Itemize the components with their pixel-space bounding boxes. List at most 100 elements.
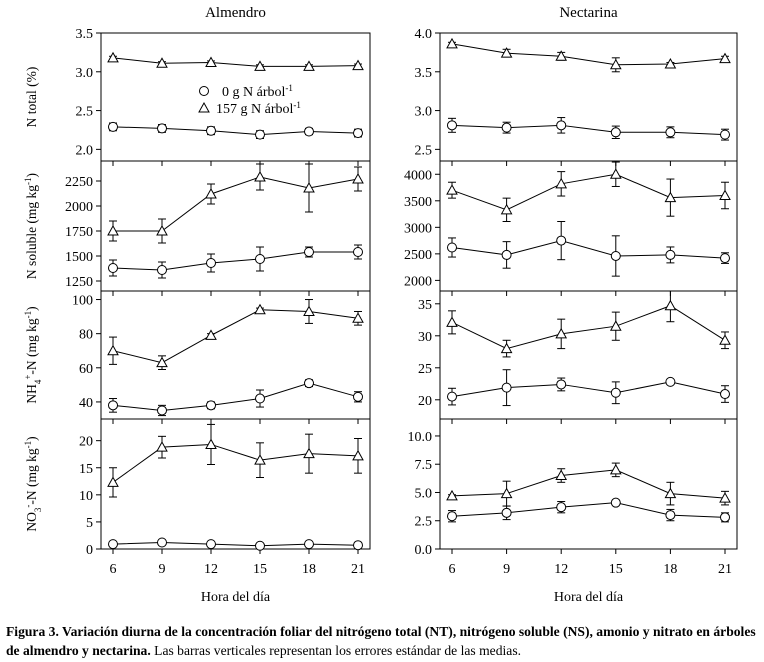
panel-frame [439,160,738,292]
data-point-triangle [664,191,677,203]
series-circle [108,121,363,140]
y-tick-label: 2500 [404,248,432,263]
data-point-triangle [609,463,622,475]
series-triangle [107,163,364,244]
legend-label: 157 g N árbol-1 [216,100,301,117]
y-tick-label: 100 [72,294,93,309]
y-tick-label: 3500 [404,195,432,210]
y-axis-title-part: ) [24,306,39,311]
series-line [112,251,358,271]
x-tick-label: 9 [503,562,510,577]
data-point-circle [353,391,363,402]
data-point-circle [255,254,265,264]
y-tick-label: 25 [418,362,432,377]
data-point-circle [610,127,621,138]
data-point-circle [255,393,265,404]
data-point-circle [556,120,567,131]
data-point-circle [157,405,167,416]
y-tick-label: 1250 [65,275,93,290]
data-point-circle [206,125,216,136]
series-triangle [446,37,731,73]
series-line [112,57,359,67]
series-line [451,305,726,350]
y-tick-label: 80 [79,328,93,343]
x-tick-label: 12 [554,562,568,577]
y-tick-label: 15 [79,462,93,477]
data-point-circle [610,387,621,398]
data-point-circle [665,127,676,138]
series-line [451,469,726,499]
data-point-circle [556,235,567,246]
y-axis-title-row-1: N total (%) [24,67,39,128]
data-point-circle [304,126,314,137]
y-axis-title-part: NH [24,384,39,404]
series-circle [108,378,363,417]
data-point-circle [157,537,167,548]
x-tick-label: 15 [253,562,267,577]
panel-nectarina-row-1: 2.5 3.0 3.5 4.0 [415,27,738,166]
x-tick-label: 12 [204,562,218,577]
legend-label-sup: -1 [293,100,301,110]
data-point-circle [304,247,314,257]
data-point-triangle [205,438,217,449]
data-point-triangle [205,329,217,340]
y-axis-title-part: NO [24,512,39,532]
data-point-triangle [107,344,119,356]
data-point-circle [556,379,567,390]
data-point-triangle [609,58,622,70]
series-circle [447,220,730,277]
data-point-circle [304,378,314,389]
y-axis-title-part: - [23,505,33,508]
data-point-circle [447,391,457,402]
data-point-circle [108,121,118,132]
data-point-triangle [156,224,168,236]
y-tick-label: 7.5 [415,458,433,473]
series-line [112,443,359,483]
data-point-triangle [254,454,266,465]
x-tick-label: 9 [159,562,166,577]
y-axis-title-part: ) [24,173,39,178]
y-tick-label: 3.5 [76,27,94,42]
data-point-circle [501,382,512,393]
y-axis-title-part: -N (mg kg [24,448,39,504]
data-point-circle [353,128,363,139]
data-point-triangle [303,60,315,71]
data-point-triangle [719,334,731,345]
data-point-circle [157,123,167,134]
data-point-circle [447,242,457,253]
panel-almendro-row-1: 2.0 2.5 3.0 3.5 [76,27,371,166]
data-point-triangle [446,184,458,195]
y-tick-label: 4000 [404,168,432,183]
y-axis-title-row-2: N soluble (mg kg-1) [23,173,39,279]
legend-label-text: 0 g N árbol [222,85,285,100]
series-circle [447,369,730,407]
series-triangle [446,291,731,358]
y-tick-label: 2.5 [415,515,433,530]
series-line [112,382,359,411]
x-tick-label: 15 [609,562,623,577]
y-tick-label: 5.0 [415,486,433,501]
figure-3-chart: Almendro Nectarina N total (%) N soluble (m… [23,5,738,605]
data-point-circle [501,507,512,518]
caption-description: Las barras verticales representan los er… [150,643,522,658]
x-tick-label: 18 [663,562,677,577]
legend-label-sup: -1 [285,83,293,93]
data-point-circle [108,539,118,550]
panel-frame [439,290,738,420]
series-line [451,173,726,211]
y-axis-title-part: 3 [33,507,43,512]
x-axis-title: Hora del día [201,590,271,605]
series-line [451,124,726,136]
y-axis-title-part: N soluble (mg kg [24,185,39,279]
series-triangle [107,51,364,71]
data-point-triangle [156,441,168,452]
data-point-circle [108,263,118,273]
y-axis-title-part: ) [24,436,39,441]
data-point-triangle [107,224,119,236]
y-axis-title-part: -1 [23,311,33,319]
y-tick-label: 1500 [65,250,93,265]
data-point-triangle [664,487,677,499]
data-point-circle [720,389,730,400]
data-point-triangle [719,492,731,503]
y-tick-label: 2.5 [76,105,94,120]
